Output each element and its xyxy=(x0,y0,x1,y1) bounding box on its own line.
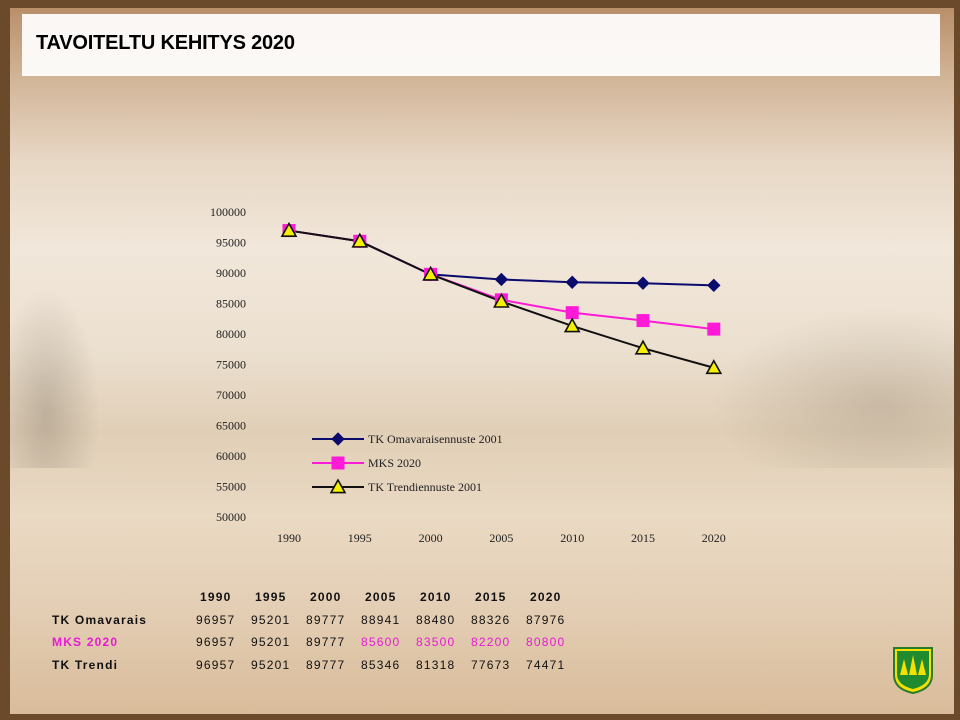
table-header-cell: 2020 xyxy=(530,590,562,604)
x-tick-label: 2000 xyxy=(419,531,443,545)
table-cell: 96957 xyxy=(196,635,236,649)
data-point xyxy=(280,221,298,237)
table-header-cell: 2000 xyxy=(310,590,342,604)
x-tick-label: 1990 xyxy=(277,531,301,545)
table-cell: 89777 xyxy=(306,657,346,672)
table-row: TK Omavarais 96957 95201 89777 88941 884… xyxy=(52,613,592,636)
x-tick-label: 2005 xyxy=(489,531,513,545)
table-cell: 81318 xyxy=(416,657,456,672)
table-cell: 80800 xyxy=(526,635,566,649)
x-tick-label: 2020 xyxy=(702,531,726,545)
table-header-row: 1990 1995 2000 2005 2010 2015 2020 xyxy=(52,590,592,613)
table-cell: 82200 xyxy=(471,635,511,649)
table-cell: 96957 xyxy=(196,612,236,627)
legend-marker xyxy=(331,432,345,446)
y-tick-label: 70000 xyxy=(216,388,246,402)
table-cell: 85600 xyxy=(361,635,401,649)
x-tick-label: 1995 xyxy=(348,531,372,545)
table-cell: 96957 xyxy=(196,657,236,672)
data-point xyxy=(422,265,439,281)
data-point xyxy=(494,272,509,287)
data-point xyxy=(565,275,579,289)
background-trees-right xyxy=(710,308,954,468)
y-tick-label: 75000 xyxy=(216,358,246,372)
y-axis-ticks: 100000 95000 90000 85000 80000 75000 70000 6500… xyxy=(210,205,246,524)
data-point xyxy=(705,359,723,375)
slide-title: TAVOITELTU KEHITYS 2020 xyxy=(36,32,295,54)
table-row-label: MKS 2020 xyxy=(52,635,119,649)
title-band: TAVOITELTU KEHITYS 2020 xyxy=(22,14,940,76)
table-header-cell: 2010 xyxy=(420,590,452,604)
table-cell: 95201 xyxy=(251,635,291,649)
table-cell: 83500 xyxy=(416,635,456,649)
y-tick-label: 65000 xyxy=(216,419,246,433)
background-trees-left xyxy=(10,288,100,468)
y-tick-label: 85000 xyxy=(216,297,246,311)
table-header-cell: 2005 xyxy=(365,590,397,604)
y-tick-label: 90000 xyxy=(216,266,246,280)
data-point xyxy=(351,232,369,248)
table-cell: 88941 xyxy=(361,612,401,627)
table-cell: 89777 xyxy=(306,612,346,627)
coat-of-arms-logo xyxy=(893,647,933,695)
y-tick-label: 55000 xyxy=(216,480,246,494)
legend-label: TK Omavaraisennuste 2001 xyxy=(368,432,503,446)
legend-marker xyxy=(331,456,345,470)
table-cell: 77673 xyxy=(471,657,511,672)
legend-label: TK Trendiennuste 2001 xyxy=(368,480,482,494)
y-tick-label: 95000 xyxy=(216,236,246,250)
data-point xyxy=(493,292,510,308)
data-point xyxy=(707,278,721,293)
table-row-label: TK Trendi xyxy=(52,657,119,672)
table-cell: 74471 xyxy=(526,657,566,672)
table-header-cell: 1990 xyxy=(200,590,232,604)
table-cell: 95201 xyxy=(251,657,291,672)
data-table: 1990 1995 2000 2005 2010 2015 2020 TK Om… xyxy=(52,590,592,680)
x-tick-label: 2015 xyxy=(631,531,655,545)
table-row: MKS 2020 96957 95201 89777 85600 83500 8… xyxy=(52,635,592,658)
x-axis-ticks: 1990 1995 2000 2005 2010 2015 2020 xyxy=(277,531,726,545)
table-cell: 88326 xyxy=(471,612,511,627)
table-cell: 89777 xyxy=(306,635,346,649)
slide-background xyxy=(10,8,954,714)
table-cell: 85346 xyxy=(361,657,401,672)
data-point xyxy=(707,322,721,336)
table-row-label: TK Omavarais xyxy=(52,612,148,627)
series-markers xyxy=(280,221,723,375)
y-tick-label: 60000 xyxy=(216,449,246,463)
table-cell: 88480 xyxy=(416,612,456,627)
data-point xyxy=(636,314,650,328)
data-point xyxy=(636,276,650,290)
table-cell: 87976 xyxy=(526,612,566,627)
table-header-cell: 1995 xyxy=(255,590,287,604)
data-point xyxy=(563,317,581,333)
x-tick-label: 2010 xyxy=(560,531,584,545)
table-header-cell: 2015 xyxy=(475,590,507,604)
table-cell: 95201 xyxy=(251,612,291,627)
data-point xyxy=(565,306,579,320)
data-point xyxy=(634,339,652,355)
legend-marker xyxy=(329,478,347,494)
legend-label: MKS 2020 xyxy=(368,456,421,470)
table-row: TK Trendi 96957 95201 89777 85346 81318 … xyxy=(52,658,592,681)
chart-legend: TK Omavaraisennuste 2001 MKS 2020 TK Trend… xyxy=(312,432,503,494)
y-tick-label: 100000 xyxy=(210,205,246,219)
y-tick-label: 80000 xyxy=(216,327,246,341)
y-tick-label: 50000 xyxy=(216,510,246,524)
